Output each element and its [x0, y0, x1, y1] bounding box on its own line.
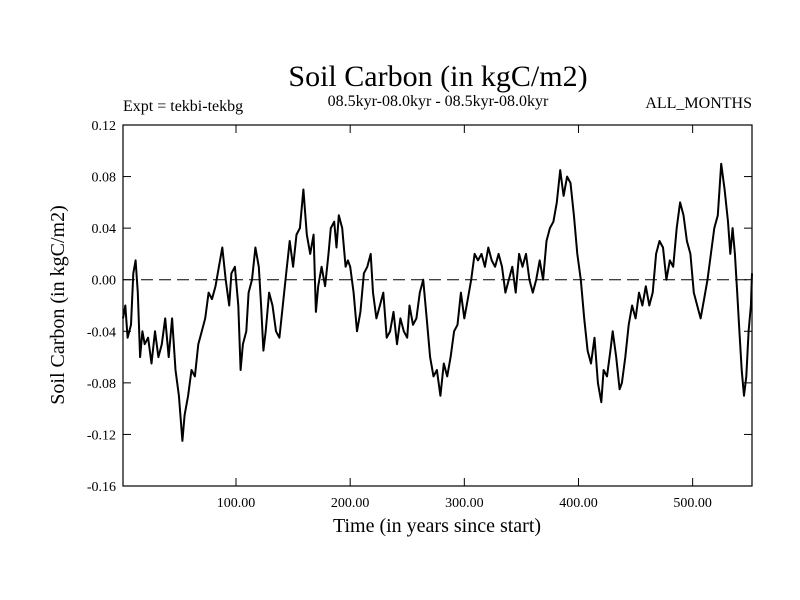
x-tick-label: 300.00: [445, 496, 484, 511]
chart-subtitle: 08.5kyr-08.0kyr - 08.5kyr-08.0kyr: [328, 93, 549, 110]
y-tick-label: 0.00: [92, 274, 117, 289]
y-tick-label: -0.12: [87, 428, 116, 443]
x-tick-label: 200.00: [331, 496, 370, 511]
y-tick-label: 0.08: [92, 171, 117, 186]
soil-carbon-series-line: [122, 162, 753, 442]
x-tick-label: 500.00: [673, 496, 712, 511]
x-tick-label: 100.00: [217, 496, 256, 511]
x-axis-label: Time (in years since start): [333, 515, 541, 537]
chart-title: Soil Carbon (in kgC/m2): [288, 60, 587, 93]
y-tick-label: 0.12: [92, 119, 117, 134]
plot-frame: [122, 124, 753, 487]
y-axis-ticks: 0.12 0.08 0.04 0.00 -0.04 -0.08 -0.12 -0.16: [87, 119, 752, 495]
period-label: ALL_MONTHS: [645, 95, 752, 112]
x-axis-ticks: 100.00 200.00 300.00 400.00 500.00: [217, 125, 712, 511]
y-tick-label: -0.04: [87, 325, 116, 340]
y-tick-label: -0.16: [87, 480, 116, 495]
x-tick-label: 400.00: [559, 496, 598, 511]
y-tick-label: 0.04: [92, 222, 117, 237]
experiment-label: Expt = tekbi-tekbg: [123, 98, 243, 115]
y-tick-label: -0.08: [87, 377, 116, 392]
y-axis-label: Soil Carbon (in kgC/m2): [47, 205, 69, 404]
